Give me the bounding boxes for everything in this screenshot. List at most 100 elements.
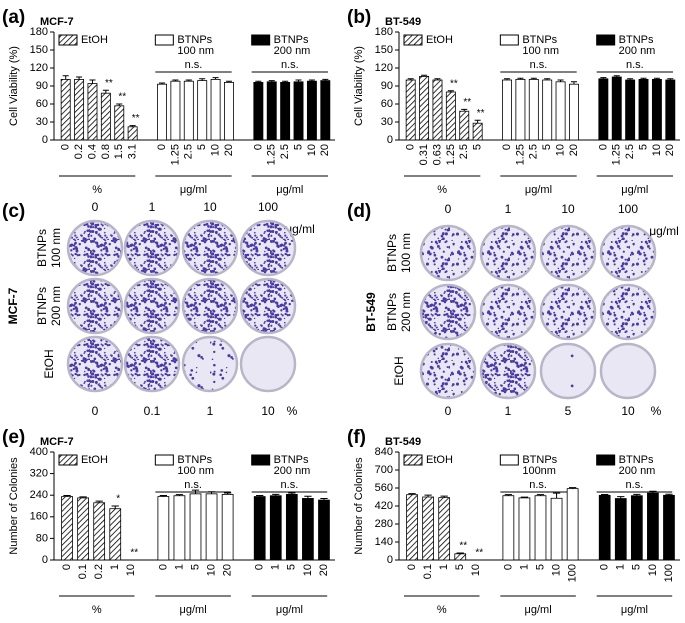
x-tick-label: 1 bbox=[518, 564, 530, 570]
significance-label: n.s. bbox=[184, 479, 202, 491]
culture-plate bbox=[181, 219, 239, 277]
x-tick-label: 10 bbox=[302, 564, 314, 576]
x-tick-label: 100 bbox=[663, 564, 675, 582]
bar bbox=[459, 110, 470, 141]
significance-mark: ** bbox=[477, 108, 485, 119]
culture-plate bbox=[181, 335, 239, 393]
legend-swatch bbox=[251, 454, 271, 466]
x-tick-label: 0 bbox=[599, 564, 611, 570]
culture-plate bbox=[599, 342, 657, 400]
error-bar bbox=[282, 80, 289, 83]
legend-label: BTNPs bbox=[522, 34, 557, 46]
x-tick-label: 10 bbox=[205, 564, 217, 576]
column-label: 10 bbox=[621, 404, 635, 418]
culture-plate bbox=[66, 277, 124, 335]
error-bar bbox=[649, 490, 657, 494]
chart-title: BT-549 bbox=[385, 16, 421, 28]
column-unit: % bbox=[287, 404, 298, 418]
bar bbox=[419, 76, 430, 141]
error-bar bbox=[640, 77, 647, 80]
x-tick-label: 1.25 bbox=[611, 144, 623, 165]
error-bar bbox=[172, 79, 179, 82]
error-bar bbox=[408, 493, 416, 495]
significance-mark: * bbox=[116, 494, 120, 505]
x-tick-label: 1.25 bbox=[169, 144, 181, 165]
y-tick-label: 60 bbox=[381, 98, 393, 110]
x-tick-label: 20 bbox=[664, 144, 676, 156]
bar bbox=[253, 82, 264, 141]
group-unit: % bbox=[437, 604, 447, 616]
significance-mark: ** bbox=[118, 92, 126, 103]
legend-swatch bbox=[596, 34, 616, 46]
x-tick-label: 2.5 bbox=[528, 144, 540, 159]
bar bbox=[285, 493, 298, 561]
error-bar bbox=[407, 78, 414, 80]
error-bar bbox=[255, 80, 262, 83]
x-tick-label: 0.2 bbox=[93, 564, 105, 579]
bar bbox=[406, 494, 418, 561]
y-tick-label: 60 bbox=[36, 98, 48, 110]
error-bar bbox=[295, 79, 302, 82]
legend-swatch bbox=[58, 34, 78, 46]
significance-label: n.s. bbox=[281, 59, 299, 71]
column-unit: μg/ml bbox=[285, 222, 315, 236]
culture-plate bbox=[539, 224, 597, 282]
panel-label: (c) bbox=[2, 201, 25, 222]
x-tick-label: 2.5 bbox=[183, 144, 195, 159]
error-bar bbox=[76, 76, 83, 80]
error-bar bbox=[304, 495, 312, 499]
culture-plate bbox=[419, 342, 477, 400]
bar bbox=[77, 497, 89, 561]
error-bar bbox=[434, 78, 441, 80]
error-bar bbox=[474, 119, 481, 124]
error-bar bbox=[322, 78, 329, 81]
bar bbox=[454, 553, 467, 561]
x-tick-label: 0 bbox=[157, 564, 169, 570]
group-unit: μg/ml bbox=[276, 184, 303, 196]
culture-plate bbox=[123, 277, 181, 335]
column-label: 1 bbox=[505, 404, 512, 418]
y-tick-label: 0 bbox=[42, 554, 48, 566]
error-bar bbox=[601, 494, 609, 496]
column-label: 1 bbox=[207, 404, 214, 418]
legend-label: BTNPs bbox=[619, 454, 654, 466]
significance-label: n.s. bbox=[529, 479, 547, 491]
row-label: 100 nm bbox=[399, 233, 413, 273]
x-tick-label: 5 bbox=[286, 564, 298, 570]
x-tick-label: 1 bbox=[438, 564, 450, 570]
y-tick-label: 150 bbox=[375, 44, 393, 56]
row-label: BTNPs bbox=[35, 229, 49, 267]
bar bbox=[555, 81, 566, 141]
error-bar bbox=[288, 492, 296, 495]
x-tick-label: 20 bbox=[319, 144, 331, 156]
error-bar bbox=[185, 79, 192, 82]
error-bar bbox=[207, 491, 216, 494]
bar-chart: (a) MCF-7 Cell Viability (%) 0 30 60 90 120 150 1… bbox=[2, 7, 335, 196]
column-label: 10 bbox=[261, 404, 275, 418]
column-label: 100 bbox=[618, 202, 638, 216]
bar bbox=[157, 496, 170, 561]
bar bbox=[109, 508, 122, 561]
y-tick-label: 180 bbox=[30, 26, 48, 38]
row-label: 100 nm bbox=[49, 228, 63, 268]
error-bar bbox=[544, 78, 551, 80]
error-bar bbox=[256, 494, 264, 497]
error-bar bbox=[530, 77, 537, 80]
error-bar bbox=[223, 492, 232, 495]
culture-plate bbox=[419, 283, 477, 341]
y-tick-label: 840 bbox=[375, 446, 393, 458]
error-bar bbox=[158, 82, 166, 85]
bar bbox=[320, 80, 331, 141]
y-tick-label: 30 bbox=[381, 116, 393, 128]
legend-swatch bbox=[154, 454, 174, 466]
row-label: EtOH bbox=[392, 356, 406, 385]
legend-swatch bbox=[403, 34, 423, 46]
x-tick-label: 10 bbox=[647, 564, 659, 576]
error-bar bbox=[268, 80, 275, 82]
bar bbox=[638, 79, 649, 141]
bar bbox=[224, 82, 234, 141]
x-tick-label: 0.4 bbox=[86, 144, 98, 159]
bar bbox=[173, 495, 186, 561]
y-tick-label: 80 bbox=[36, 532, 48, 544]
